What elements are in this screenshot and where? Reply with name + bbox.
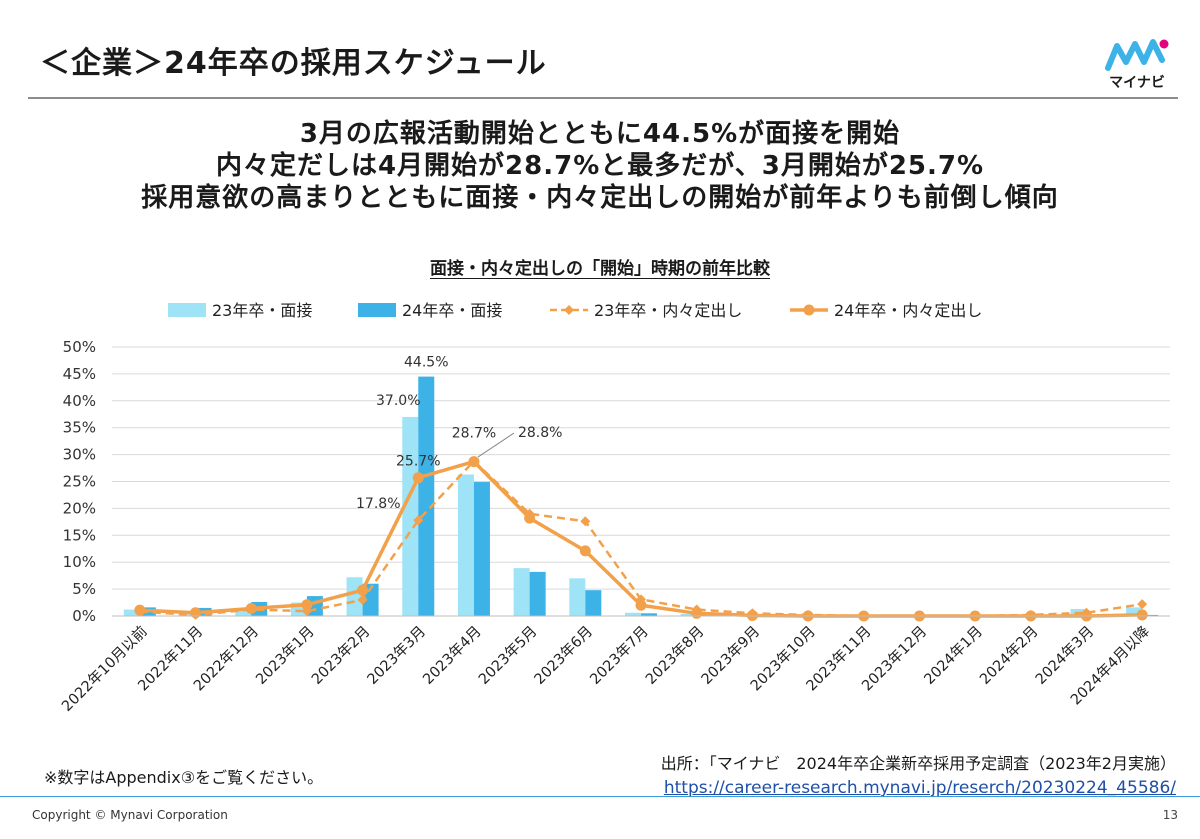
line-23-offer (139, 459, 1143, 618)
chart-title-text: 面接・内々定出しの「開始」時期の前年比較 (430, 259, 770, 279)
headline: 3月の広報活動開始とともに44.5%が面接を開始 内々定だしは4月開始が28.7… (0, 118, 1200, 214)
legend-item: 23年卒・内々定出し (550, 301, 742, 320)
bar-23-interview (625, 612, 641, 616)
copyright: Copyright © Mynavi Corporation (32, 808, 228, 822)
bar-24-interview (585, 590, 602, 616)
footnote: ※数字はAppendix③をご覧ください。 (44, 768, 324, 787)
y-tick-label: 35% (63, 419, 96, 437)
y-tick-label: 20% (63, 499, 96, 517)
x-tick-label: 2023年2月 (308, 623, 373, 688)
bar-24-interview (696, 614, 713, 616)
point-23-offer (580, 516, 591, 527)
point-24-offer (691, 607, 703, 619)
point-24-offer (468, 456, 480, 468)
chart: 0% 5% 10% 15% 20% 25% 30% 35% 40% 45% 50% 44.5% 37.0… (58, 301, 1170, 715)
headline-line-3: 採用意欲の高まりとともに面接・内々定出しの開始が前年よりも前倒し傾向 (141, 183, 1059, 213)
x-tick-label: 2024年1月 (921, 623, 986, 688)
x-tick-label: 2022年10月以前 (58, 623, 150, 715)
bar-23-interview (1126, 607, 1143, 616)
point-24-offer (524, 512, 536, 524)
headline-line-2: 内々定だしは4月開始が28.7%と最多だが、3月開始が25.7% (215, 151, 985, 181)
x-tick-label: 2024年2月 (976, 623, 1041, 688)
bar-23-interview (235, 607, 252, 616)
bar-23-interview (123, 609, 140, 616)
bar-24-interview (529, 571, 546, 616)
x-tick-label: 2023年3月 (364, 623, 429, 688)
chart-title: 面接・内々定出しの「開始」時期の前年比較 (0, 254, 1200, 279)
legend-item: 24年卒・内々定出し (790, 301, 982, 320)
point-23-offer (1137, 599, 1148, 610)
point-24-offer (245, 602, 257, 614)
page-number: 13 (1162, 808, 1178, 822)
bar-23-interview (457, 474, 474, 616)
point-24-offer (190, 607, 202, 619)
legend-item: 23年卒・面接 (168, 301, 312, 320)
header-divider (28, 97, 1178, 99)
legend-marker (564, 305, 574, 315)
bar-23-interview (513, 568, 530, 616)
x-tick-label: 2023年6月 (531, 623, 596, 688)
source-link[interactable]: https://career-research.mynavi.jp/reserc… (663, 778, 1176, 798)
y-tick-label: 45% (63, 365, 96, 383)
y-tick-label: 0% (72, 607, 96, 625)
bar-23-interview (346, 577, 363, 616)
x-tick-label: 2023年1月 (253, 623, 318, 688)
x-tick-label: 2023年7月 (587, 623, 652, 688)
legend-swatch (358, 303, 396, 317)
legend-label: 23年卒・面接 (212, 301, 312, 320)
legend-marker (803, 304, 815, 316)
data-label: 28.7% (452, 426, 496, 442)
legend-item: 24年卒・面接 (358, 301, 502, 320)
line-24-offer (139, 459, 1143, 618)
y-tick-label: 50% (63, 338, 96, 356)
data-label-leader (477, 432, 515, 458)
source-text: 出所：「マイナビ 2024年卒企業新卒採用予定調査（2023年2月実施） (660, 754, 1176, 773)
point-24-offer (746, 609, 758, 621)
point-24-offer (412, 472, 424, 484)
y-tick-label: 40% (63, 392, 96, 410)
slide-title: ＜企業＞24年卒の採用スケジュール (40, 46, 547, 81)
point-24-offer (579, 545, 591, 557)
logo-text: マイナビ (1109, 75, 1165, 91)
y-tick-label: 25% (63, 473, 96, 491)
point-24-offer (635, 599, 647, 611)
data-label: 37.0% (376, 393, 420, 409)
y-tick-label: 30% (63, 446, 96, 464)
data-label: 25.7% (396, 454, 440, 470)
bar-23-interview (680, 613, 697, 616)
bar-24-interview (418, 376, 435, 616)
point-23-offer (413, 515, 424, 526)
legend-label: 24年卒・内々定出し (834, 301, 982, 320)
y-tick-label: 10% (63, 553, 96, 571)
point-24-offer (1136, 609, 1148, 621)
data-label: 44.5% (404, 355, 448, 371)
x-tick-label: 2023年8月 (642, 623, 707, 688)
legend-label: 24年卒・面接 (402, 301, 502, 320)
legend-label: 23年卒・内々定出し (594, 301, 742, 320)
headline-line-1: 3月の広報活動開始とともに44.5%が面接を開始 (299, 119, 901, 149)
bar-23-interview (402, 416, 419, 616)
y-tick-label: 5% (72, 580, 96, 598)
bar-24-interview (641, 613, 657, 616)
mynavi-logo-icon (1105, 39, 1169, 71)
point-23-offer (357, 594, 368, 605)
y-tick-label: 15% (63, 526, 96, 544)
source: 出所：「マイナビ 2024年卒企業新卒採用予定調査（2023年2月実施） htt… (661, 750, 1176, 798)
bar-24-interview (1142, 614, 1159, 616)
footer-divider (0, 796, 1200, 797)
point-24-offer (134, 604, 146, 616)
mynavi-logo: マイナビ (1104, 36, 1170, 92)
x-tick-label: 2023年4月 (420, 623, 485, 688)
bar-23-interview (569, 578, 586, 616)
point-24-offer (357, 584, 369, 596)
x-tick-label: 2023年5月 (475, 623, 540, 688)
point-24-offer (301, 599, 313, 611)
data-label: 28.8% (518, 425, 562, 441)
legend-swatch (168, 303, 206, 317)
data-label: 17.8% (356, 496, 400, 512)
bar-24-interview (473, 482, 490, 616)
